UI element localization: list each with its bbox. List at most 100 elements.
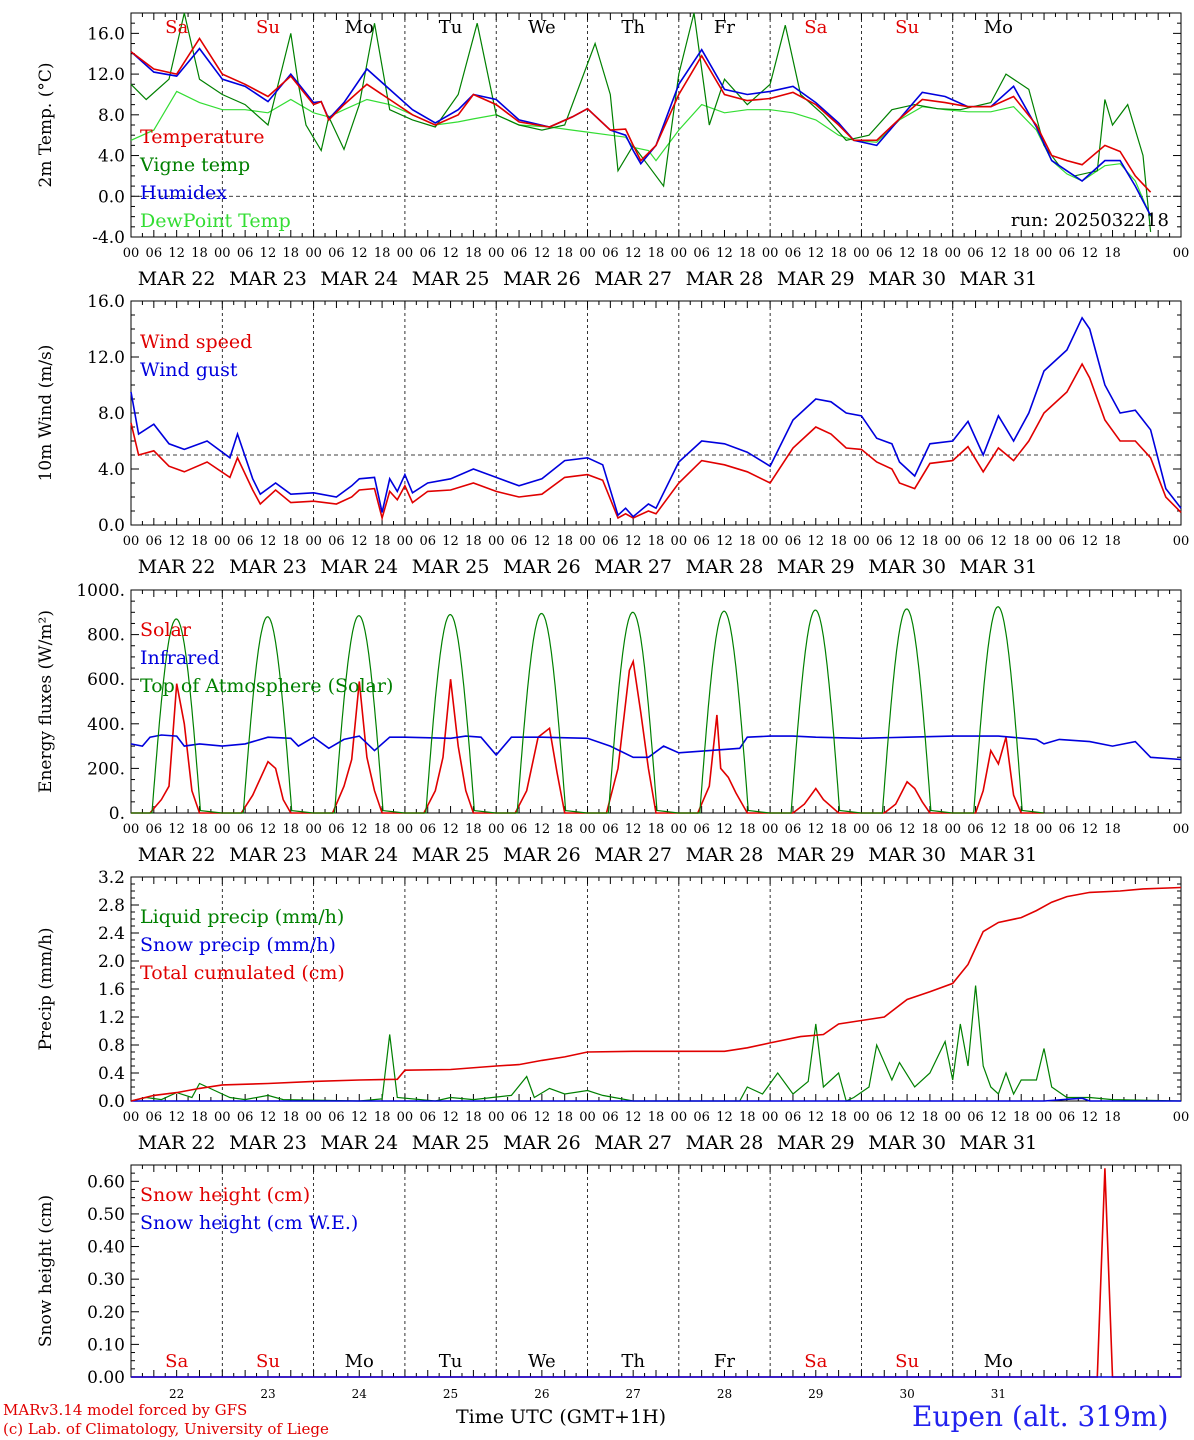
y-tick-label: 0.8 — [98, 1036, 125, 1056]
hour-label: 12 — [168, 534, 185, 549]
hour-label: 18 — [374, 822, 391, 837]
hour-label: 06 — [511, 822, 528, 837]
y-tick-label: 4.0 — [98, 147, 125, 167]
day-of-week-label: Tu — [439, 17, 463, 38]
hour-label: 18 — [1104, 822, 1121, 837]
hour-label: 00 — [1173, 246, 1190, 261]
hour-label: 00 — [853, 822, 870, 837]
panel-energy — [130, 589, 1182, 814]
date-label: MAR 31 — [960, 556, 1038, 578]
day-of-week-label: We — [528, 17, 556, 38]
hour-label: 12 — [625, 1110, 642, 1125]
hour-label: 00 — [305, 1110, 322, 1125]
y-tick-label: 200. — [87, 759, 125, 779]
hour-label: 12 — [1081, 1110, 1098, 1125]
y-tick-label: 0.20 — [87, 1303, 125, 1323]
day-number-label: 28 — [717, 1387, 732, 1401]
legend-entry: Snow height (cm W.E.) — [140, 1212, 358, 1234]
hour-label: 12 — [625, 246, 642, 261]
hour-label: 06 — [785, 534, 802, 549]
hour-label: 12 — [716, 1110, 733, 1125]
y-tick-label: 16.0 — [87, 292, 125, 312]
day-of-week-label: Tu — [439, 1351, 463, 1372]
hour-label: 12 — [716, 822, 733, 837]
hour-label: 18 — [1013, 534, 1030, 549]
hour-label: 00 — [305, 246, 322, 261]
hour-label: 12 — [625, 534, 642, 549]
y-tick-label: 0.10 — [87, 1335, 125, 1355]
hour-label: 00 — [579, 246, 596, 261]
hour-label: 12 — [534, 246, 551, 261]
hour-label: 06 — [602, 822, 619, 837]
date-label: MAR 29 — [777, 1132, 855, 1154]
hour-label: 00 — [1173, 1110, 1190, 1125]
hour-label: 06 — [693, 822, 710, 837]
hour-label: 18 — [283, 822, 300, 837]
hour-label: 06 — [785, 246, 802, 261]
hour-label: 00 — [944, 534, 961, 549]
hour-label: 18 — [465, 246, 482, 261]
day-of-week-label: Sa — [165, 1351, 188, 1372]
hour-label: 00 — [488, 246, 505, 261]
date-label: MAR 27 — [594, 556, 672, 578]
hour-label: 06 — [1059, 534, 1076, 549]
y-axis-label: Precip (mm/h) — [36, 927, 56, 1050]
day-number-label: 30 — [899, 1387, 914, 1401]
series-line-blue — [130, 316, 1182, 518]
run-label: run: 2025032218 — [1011, 210, 1169, 231]
hour-label: 12 — [168, 822, 185, 837]
hour-label: 06 — [237, 822, 254, 837]
day-of-week-label: Su — [256, 17, 280, 38]
date-label: MAR 22 — [138, 844, 216, 866]
hour-label: 18 — [830, 822, 847, 837]
hour-label: 12 — [1081, 822, 1098, 837]
day-number-label: 31 — [991, 1387, 1006, 1401]
series-line-green — [130, 985, 1182, 1102]
hour-label: 06 — [511, 246, 528, 261]
day-number-label: 23 — [260, 1387, 275, 1401]
hour-label: 06 — [967, 822, 984, 837]
date-label: MAR 23 — [229, 556, 307, 578]
series-line-red — [130, 886, 1182, 1102]
hour-label: 00 — [944, 1110, 961, 1125]
date-label: MAR 23 — [229, 844, 307, 866]
hour-label: 06 — [419, 246, 436, 261]
hour-label: 00 — [671, 534, 688, 549]
hour-label: 00 — [397, 822, 414, 837]
hour-label: 00 — [397, 246, 414, 261]
hour-label: 18 — [556, 246, 573, 261]
hour-label: 12 — [442, 246, 459, 261]
date-label: MAR 25 — [412, 844, 490, 866]
y-tick-label: 16.0 — [87, 24, 125, 44]
legend-entry: Total cumulated (cm) — [140, 962, 345, 984]
hour-label: 18 — [830, 1110, 847, 1125]
hour-label: 18 — [1013, 822, 1030, 837]
date-label: MAR 29 — [777, 556, 855, 578]
y-tick-label: 600. — [87, 670, 125, 690]
hour-label: 12 — [260, 822, 277, 837]
hour-label: 12 — [534, 822, 551, 837]
hour-label: 06 — [1059, 822, 1076, 837]
y-tick-label: 2.0 — [98, 952, 125, 972]
hour-label: 06 — [146, 822, 163, 837]
date-label: MAR 22 — [138, 268, 216, 290]
hour-label: 18 — [556, 1110, 573, 1125]
date-label: MAR 29 — [777, 844, 855, 866]
date-label: MAR 23 — [229, 268, 307, 290]
hour-label: 00 — [762, 822, 779, 837]
y-tick-label: 12.0 — [87, 65, 125, 85]
date-label: MAR 27 — [594, 844, 672, 866]
legend-entry: Wind speed — [140, 331, 252, 353]
hour-label: 06 — [511, 1110, 528, 1125]
date-label: MAR 26 — [503, 268, 581, 290]
hour-label: 18 — [283, 534, 300, 549]
legend-entry: Liquid precip (mm/h) — [140, 906, 344, 928]
y-axis-label: Snow height (cm) — [36, 1195, 56, 1347]
hour-label: 18 — [374, 1110, 391, 1125]
date-label: MAR 31 — [960, 844, 1038, 866]
hour-label: 18 — [830, 246, 847, 261]
hour-label: 18 — [922, 1110, 939, 1125]
date-label: MAR 25 — [412, 556, 490, 578]
hour-label: 18 — [648, 822, 665, 837]
